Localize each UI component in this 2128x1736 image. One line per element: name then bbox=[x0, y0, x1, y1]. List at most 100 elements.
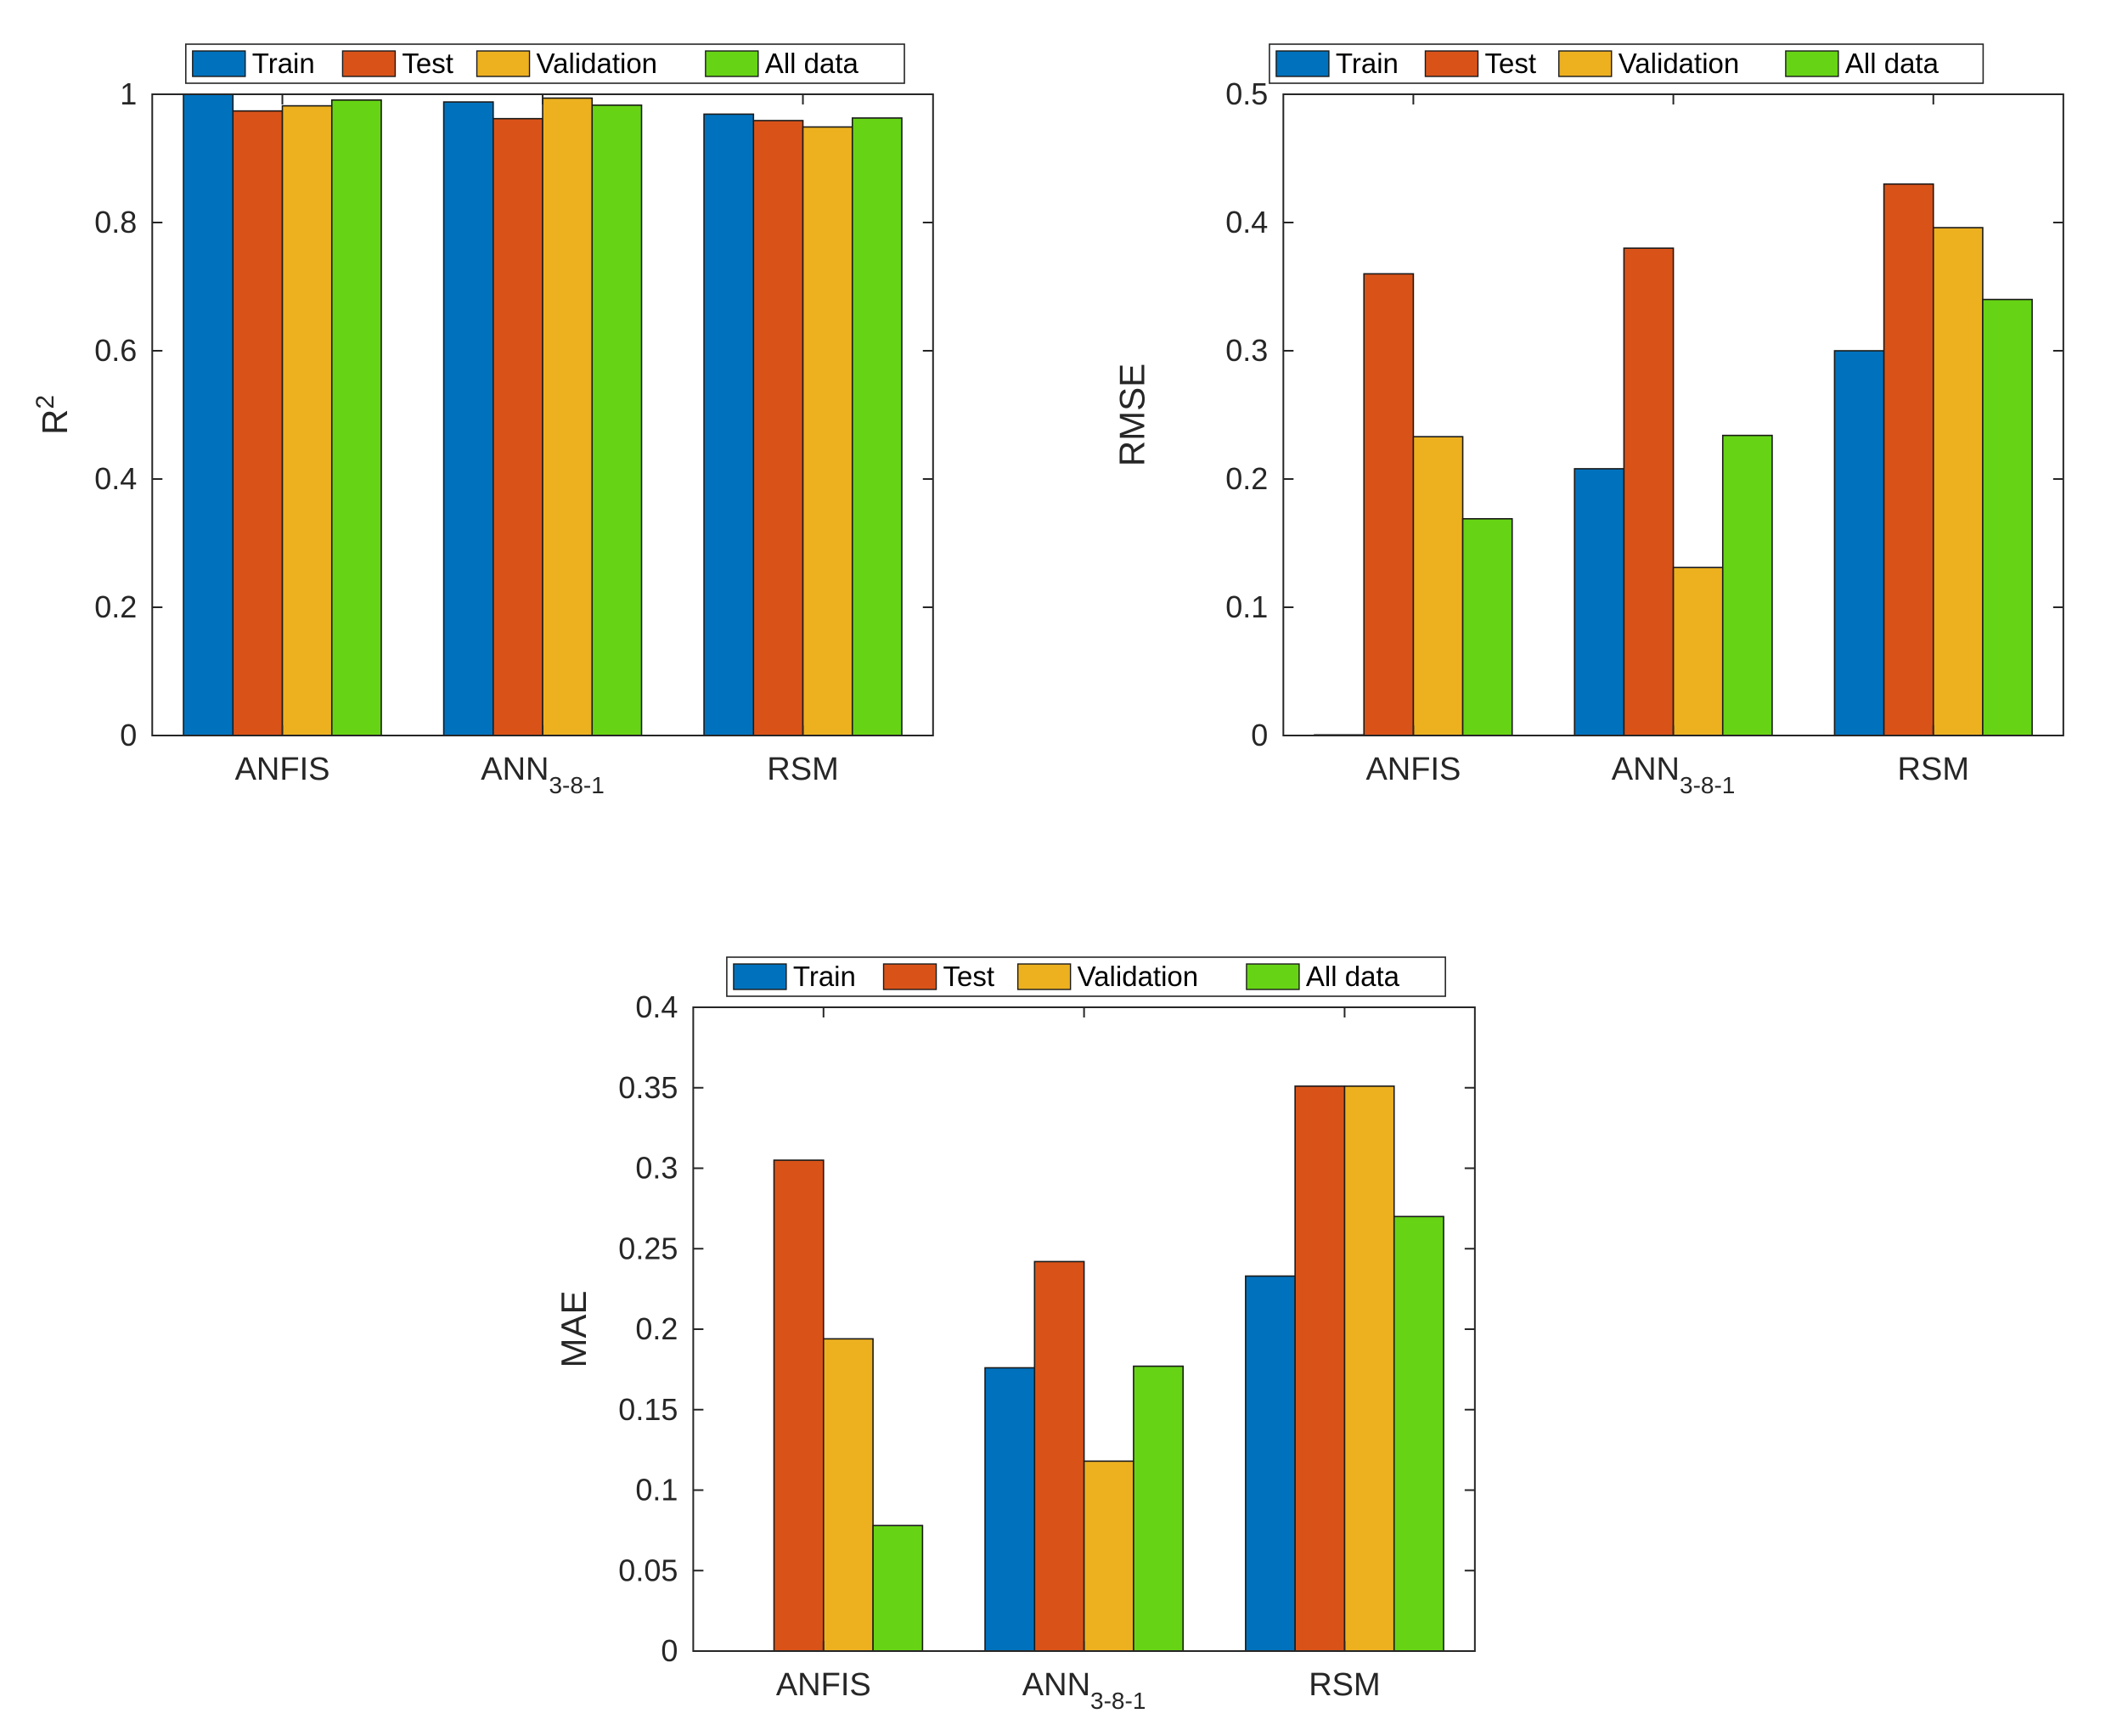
r2-ytick-label: 0 bbox=[120, 718, 137, 752]
mae-legend-swatch-validation bbox=[1016, 963, 1072, 990]
mae-ytick-label: 0.35 bbox=[618, 1070, 678, 1105]
mae-legend-label-all-data: All data bbox=[1306, 961, 1400, 992]
mae-bar-all-data-anfis bbox=[872, 1525, 924, 1652]
r2-legend-label-train: Train bbox=[252, 48, 315, 79]
mae-xtick-label: ANFIS bbox=[776, 1667, 871, 1703]
mae-bar-test-ann bbox=[1033, 1260, 1085, 1652]
r2-legend-label-all-data: All data bbox=[765, 48, 859, 79]
rmse-ytick-label: 0.5 bbox=[1225, 76, 1268, 111]
mae-xtick-label-main: RSM bbox=[1309, 1667, 1380, 1703]
mae-ytick-label: 0.4 bbox=[635, 989, 678, 1024]
r2-ylabel-main: R bbox=[35, 409, 75, 435]
mae-legend-swatch-train bbox=[733, 963, 787, 990]
mae-bar-validation-ann bbox=[1083, 1460, 1134, 1652]
mae-legend-label-train: Train bbox=[793, 961, 856, 992]
rmse-bar-test-rsm bbox=[1883, 183, 1934, 736]
mae-xtick-label: ANN3-8-1 bbox=[1022, 1667, 1146, 1714]
r2-bar-test-anfis bbox=[232, 110, 284, 736]
r2-xtick-label: RSM bbox=[767, 752, 838, 787]
rmse-legend-label-test: Test bbox=[1484, 48, 1536, 79]
rmse-xtick-label: ANFIS bbox=[1365, 752, 1461, 787]
r2-legend-swatch-all-data bbox=[705, 50, 759, 77]
rmse-bar-validation-ann bbox=[1672, 566, 1724, 736]
rmse-xtick-label-main: ANN bbox=[1612, 752, 1680, 787]
mae-bar-all-data-ann bbox=[1133, 1365, 1185, 1652]
rmse-legend-swatch-validation bbox=[1558, 50, 1613, 77]
r2-bar-validation-ann bbox=[542, 97, 594, 736]
mae-ytick-label: 0.05 bbox=[618, 1553, 678, 1587]
r2-ytick-label: 1 bbox=[120, 76, 137, 111]
rmse-ytick-label: 0.4 bbox=[1225, 205, 1268, 240]
r2-ylabel: R2 bbox=[31, 395, 75, 435]
r2-bar-train-rsm bbox=[703, 113, 755, 736]
r2-ytick-label: 0.6 bbox=[94, 333, 137, 368]
r2-bar-train-anfis bbox=[183, 93, 234, 736]
rmse-bar-all-data-anfis bbox=[1461, 518, 1513, 736]
r2-ylabel-superscript: 2 bbox=[31, 395, 59, 409]
mae-legend-swatch-test bbox=[882, 963, 937, 990]
mae-bar-test-anfis bbox=[773, 1159, 825, 1652]
r2-legend-swatch-test bbox=[341, 50, 397, 77]
rmse-ytick-label: 0.1 bbox=[1225, 589, 1268, 624]
mae-xtick-label-main: ANN bbox=[1022, 1667, 1090, 1703]
mae-xtick-label-sub: 3-8-1 bbox=[1090, 1688, 1146, 1714]
rmse-legend-swatch-all-data bbox=[1785, 50, 1839, 77]
rmse-bar-all-data-ann bbox=[1721, 434, 1773, 736]
r2-ytick-label: 0.8 bbox=[94, 205, 137, 240]
mae-bar-validation-anfis bbox=[822, 1338, 874, 1652]
rmse-chart: 0 0.1 0.2 0.3 0.4 0.5 ANFIS ANN3-8-1 RSM RMSE Trai… bbox=[1112, 43, 2064, 798]
r2-bar-validation-rsm bbox=[802, 126, 853, 736]
r2-xtick-label-main: ANN bbox=[481, 752, 549, 787]
rmse-xtick-label-main: RSM bbox=[1898, 752, 1969, 787]
r2-bar-test-rsm bbox=[752, 120, 804, 736]
mae-xtick-label-main: ANFIS bbox=[776, 1667, 871, 1703]
rmse-ylabel-main: RMSE bbox=[1112, 364, 1151, 466]
rmse-bar-test-ann bbox=[1623, 247, 1675, 736]
rmse-legend-label-all-data: All data bbox=[1845, 48, 1939, 79]
mae-ytick-label: 0.15 bbox=[618, 1392, 678, 1427]
mae-legend-box bbox=[726, 956, 1446, 997]
mae-ylabel-main: MAE bbox=[554, 1290, 594, 1367]
r2-bar-all-data-rsm bbox=[851, 117, 903, 736]
mae-chart: 0 0.05 0.1 0.15 0.2 0.25 0.3 0.35 0.4 ANFIS ANN3-8… bbox=[554, 956, 1476, 1714]
rmse-legend-label-train: Train bbox=[1336, 48, 1399, 79]
r2-bar-all-data-ann bbox=[591, 104, 643, 736]
mae-ylabel: MAE bbox=[554, 1290, 594, 1367]
mae-bar-train-ann bbox=[984, 1367, 1036, 1652]
r2-chart: 0 0.2 0.4 0.6 0.8 1 ANFIS ANN3-8-1 RSM R2 Train Tes… bbox=[31, 43, 934, 798]
mae-bar-test-rsm bbox=[1294, 1085, 1346, 1652]
r2-ytick-label: 0.2 bbox=[94, 589, 137, 624]
r2-legend-swatch-train bbox=[192, 50, 246, 77]
r2-xtick-label: ANFIS bbox=[235, 752, 330, 787]
r2-xtick-label: ANN3-8-1 bbox=[481, 752, 605, 798]
r2-ytick-label: 0.4 bbox=[94, 461, 137, 496]
rmse-bar-test-anfis bbox=[1363, 273, 1415, 736]
mae-legend-swatch-all-data bbox=[1246, 963, 1300, 990]
rmse-xtick-label: ANN3-8-1 bbox=[1612, 752, 1736, 798]
r2-xtick-label-main: RSM bbox=[767, 752, 838, 787]
r2-xtick-label-main: ANFIS bbox=[235, 752, 330, 787]
r2-legend-label-test: Test bbox=[402, 48, 453, 79]
mae-legend-label-test: Test bbox=[943, 961, 995, 992]
rmse-ytick-label: 0.3 bbox=[1225, 333, 1268, 368]
r2-legend-swatch-validation bbox=[476, 50, 531, 77]
mae-bar-validation-rsm bbox=[1343, 1085, 1395, 1652]
rmse-bar-all-data-rsm bbox=[1982, 298, 2033, 736]
r2-xtick-label-sub: 3-8-1 bbox=[549, 772, 604, 798]
rmse-ytick-label: 0.2 bbox=[1225, 461, 1268, 496]
rmse-legend-label-validation: Validation bbox=[1619, 48, 1740, 79]
mae-ytick-label: 0 bbox=[661, 1633, 678, 1668]
rmse-bar-train-rsm bbox=[1833, 350, 1885, 736]
mae-bar-all-data-rsm bbox=[1393, 1215, 1444, 1652]
mae-ytick-label: 0.2 bbox=[635, 1311, 678, 1346]
mae-ytick-label: 0.1 bbox=[635, 1473, 678, 1508]
rmse-bar-validation-anfis bbox=[1412, 436, 1464, 736]
rmse-xtick-label: RSM bbox=[1898, 752, 1969, 787]
rmse-ytick-label: 0 bbox=[1251, 718, 1268, 752]
mae-legend-label-validation: Validation bbox=[1078, 961, 1199, 992]
rmse-legend-swatch-train bbox=[1275, 50, 1330, 77]
r2-bar-all-data-anfis bbox=[330, 99, 382, 736]
mae-ytick-label: 0.3 bbox=[635, 1151, 678, 1186]
rmse-xtick-label-main: ANFIS bbox=[1365, 752, 1461, 787]
